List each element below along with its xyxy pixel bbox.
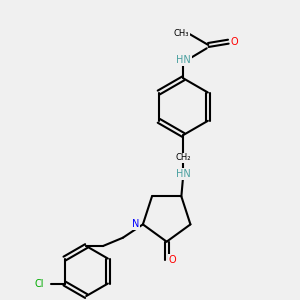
Text: O: O	[169, 255, 176, 265]
Text: CH₂: CH₂	[176, 153, 191, 162]
Text: N: N	[131, 219, 139, 230]
Text: CH₃: CH₃	[173, 29, 189, 38]
Text: Cl: Cl	[34, 279, 44, 289]
Text: O: O	[230, 37, 238, 47]
Text: HN: HN	[176, 55, 191, 65]
Text: HN: HN	[176, 169, 191, 179]
